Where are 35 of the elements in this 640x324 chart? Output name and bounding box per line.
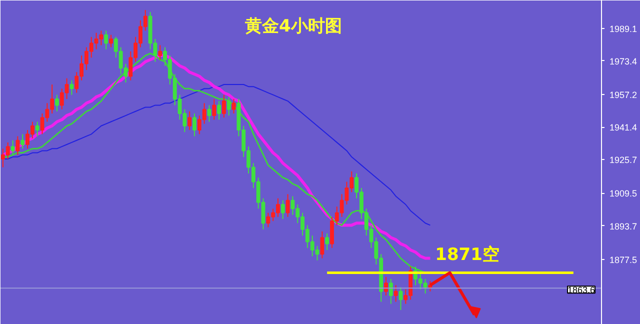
y-tick-label: 1893.7 bbox=[610, 221, 638, 232]
candlestick bbox=[109, 34, 113, 48]
candlestick bbox=[280, 200, 285, 220]
candlestick bbox=[207, 104, 212, 122]
y-tick-label: 1989.1 bbox=[610, 24, 638, 34]
candlestick bbox=[222, 94, 226, 118]
candlestick bbox=[188, 110, 192, 131]
candlestick bbox=[217, 100, 222, 120]
candlestick bbox=[16, 136, 20, 156]
candlestick bbox=[212, 98, 216, 120]
y-tick-label: 1973.4 bbox=[610, 56, 638, 66]
candlestick bbox=[192, 112, 196, 137]
candlestick bbox=[35, 121, 40, 137]
candlestick bbox=[384, 276, 388, 296]
y-tick-label: 1957.2 bbox=[610, 90, 638, 100]
candlestick bbox=[55, 94, 59, 112]
y-tick-label: 1909.5 bbox=[610, 188, 638, 199]
candlestick bbox=[286, 194, 290, 218]
candlestick bbox=[394, 284, 398, 302]
line-series bbox=[2, 84, 431, 226]
candlestick bbox=[158, 44, 162, 60]
candlestick bbox=[104, 30, 108, 50]
candlestick bbox=[388, 278, 393, 304]
candlestick bbox=[20, 134, 25, 150]
y-tick-label: 1925.7 bbox=[610, 155, 638, 166]
y-tick-label: 1877.5 bbox=[610, 254, 638, 265]
candlestick bbox=[70, 80, 74, 96]
y-tick-label: 1941.4 bbox=[610, 122, 638, 133]
candlestick bbox=[320, 230, 324, 259]
candlestick bbox=[325, 232, 330, 251]
candlestick bbox=[10, 140, 15, 156]
text: 黄金4小时图 bbox=[244, 16, 342, 36]
ref-line-label: 1871空 bbox=[435, 244, 500, 265]
candlestick bbox=[232, 98, 236, 114]
candlestick bbox=[226, 96, 231, 116]
